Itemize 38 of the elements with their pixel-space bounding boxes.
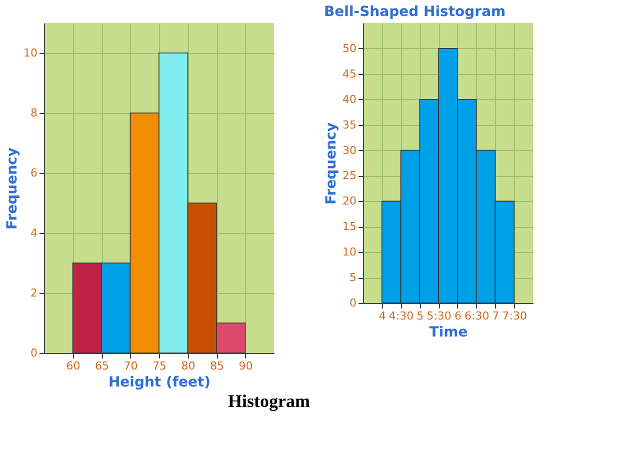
x-tick-label: 70 [124,360,138,372]
x-tick-label: 65 [95,360,109,372]
x-tick-label: 4 [378,310,386,322]
y-tick-label: 2 [30,286,38,300]
y-tick-label: 25 [342,169,356,182]
x-tick-label: 80 [181,360,196,372]
x-axis-title: Height (feet) [108,374,211,390]
y-tick-label: 15 [342,220,356,234]
text: Histogram [228,391,310,411]
y-tick-label: 8 [30,106,38,120]
y-tick-label: 45 [342,67,356,80]
y-tick-label: 10 [24,46,38,60]
x-tick-label: 5:30 [426,310,452,322]
x-tick-label: 75 [152,360,166,372]
y-tick-label: 5 [350,271,356,284]
y-tick-label: 0 [30,346,38,360]
x-tick-label: 60 [66,360,80,372]
y-tick-label: 4 [30,226,38,240]
y-tick-label: 0 [350,296,356,310]
y-tick-label: 6 [30,166,38,180]
y-tick-label: 10 [342,246,356,259]
y-tick-label: 35 [342,118,356,132]
x-tick-label: 6 [454,310,462,322]
x-tick-label: 7 [492,310,500,322]
y-tick-label: 30 [342,144,356,157]
x-tick-label: 4:30 [388,310,414,322]
chart-title: Bell-Shaped Histogram [324,4,506,20]
x-axis-title: Time [429,324,468,340]
x-tick-label: 90 [238,360,253,372]
y-tick-label: 50 [342,42,356,55]
y-axis-title: Frequency [4,148,21,230]
y-tick-label: 40 [342,92,356,106]
x-tick-label: 6:30 [464,310,490,322]
x-tick-label: 5 [416,310,424,322]
x-tick-label: 85 [210,360,224,372]
x-tick-label: 7:30 [502,310,527,322]
y-tick-label: 20 [342,194,356,208]
y-axis-title: Frequency [324,122,340,204]
